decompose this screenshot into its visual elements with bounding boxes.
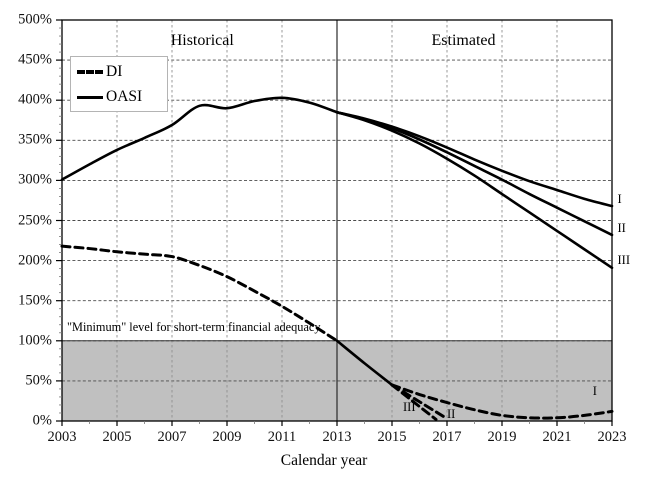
series-line-di-alternative-i bbox=[390, 383, 614, 420]
y-tick-label-300%: 300% bbox=[18, 171, 52, 188]
legend-swatch-dashed-icon bbox=[77, 70, 103, 74]
x-tick-label-2023: 2023 bbox=[597, 429, 627, 445]
series-line-oasi-alternative-iii bbox=[335, 110, 614, 270]
series-end-label-2-III: III bbox=[617, 253, 631, 268]
x-axis-title: Calendar year bbox=[280, 452, 368, 469]
x-tick-label-2021: 2021 bbox=[542, 429, 572, 445]
series-end-label-5-III: III bbox=[403, 400, 416, 415]
minimum-level-note: "Minimum" level for short-term financial… bbox=[67, 320, 321, 334]
y-tick-label-100%: 100% bbox=[18, 332, 52, 349]
x-tick-label-2019: 2019 bbox=[487, 429, 517, 445]
y-tick-label-250%: 250% bbox=[18, 212, 52, 228]
series-end-label-4-II: II bbox=[447, 406, 456, 421]
legend-swatch-solid-icon bbox=[77, 95, 103, 99]
x-tick-label-2003: 2003 bbox=[47, 429, 77, 445]
series-line-di-projected-trunk bbox=[335, 339, 394, 387]
y-tick-label-400%: 400% bbox=[18, 91, 52, 108]
y-tick-label-150%: 150% bbox=[18, 292, 52, 309]
chart-legend: DI OASI bbox=[70, 56, 168, 112]
y-tick-label-450%: 450% bbox=[18, 51, 52, 68]
series-end-label-3-I: I bbox=[592, 384, 597, 399]
series-line-oasi-historical bbox=[60, 96, 339, 181]
legend-label-oasi: OASI bbox=[106, 88, 143, 106]
x-tick-label-2005: 2005 bbox=[102, 429, 132, 445]
series-end-label-0-I: I bbox=[617, 191, 622, 206]
legend-item-di: DI bbox=[77, 59, 122, 85]
series-line-di-historical bbox=[60, 244, 339, 343]
estimated-label: Estimated bbox=[431, 32, 496, 50]
x-tick-label-2009: 2009 bbox=[212, 429, 242, 445]
y-tick-label-500%: 500% bbox=[18, 11, 52, 28]
x-tick-label-2011: 2011 bbox=[267, 429, 297, 445]
x-tick-label-2017: 2017 bbox=[432, 429, 462, 445]
x-tick-label-2007: 2007 bbox=[157, 429, 187, 445]
y-tick-label-200%: 200% bbox=[18, 252, 52, 269]
y-tick-label-0%: 0% bbox=[32, 412, 52, 429]
historical-label: Historical bbox=[170, 32, 234, 50]
legend-label-di: DI bbox=[106, 63, 123, 81]
y-tick-label-350%: 350% bbox=[18, 131, 52, 148]
x-tick-label-2013: 2013 bbox=[322, 429, 352, 445]
series-line-di-alternative-iii bbox=[390, 383, 438, 421]
series-end-label-1-II: II bbox=[617, 220, 626, 235]
series-line-oasi-alternative-ii bbox=[335, 110, 614, 237]
y-tick-label-50%: 50% bbox=[25, 372, 52, 389]
x-tick-label-2015: 2015 bbox=[377, 429, 407, 445]
legend-item-oasi: OASI bbox=[77, 84, 142, 110]
